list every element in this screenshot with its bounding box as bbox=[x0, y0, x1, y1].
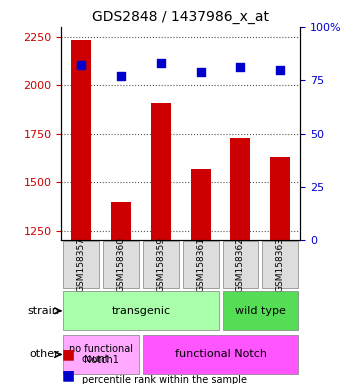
FancyBboxPatch shape bbox=[103, 242, 139, 288]
Bar bbox=[270, 157, 290, 240]
Text: GSM158363: GSM158363 bbox=[276, 237, 285, 292]
FancyBboxPatch shape bbox=[222, 242, 258, 288]
Point bbox=[158, 60, 164, 66]
Text: other: other bbox=[30, 349, 59, 359]
Text: GSM158359: GSM158359 bbox=[156, 237, 165, 292]
Title: GDS2848 / 1437986_x_at: GDS2848 / 1437986_x_at bbox=[92, 10, 269, 25]
FancyBboxPatch shape bbox=[143, 335, 298, 374]
Bar bbox=[71, 40, 91, 240]
FancyBboxPatch shape bbox=[63, 291, 219, 331]
Text: no functional
Notch1: no functional Notch1 bbox=[69, 344, 133, 365]
Text: GSM158360: GSM158360 bbox=[117, 237, 125, 292]
Point bbox=[118, 73, 124, 79]
FancyBboxPatch shape bbox=[262, 242, 298, 288]
Point bbox=[238, 65, 243, 71]
Text: strain: strain bbox=[28, 306, 59, 316]
Text: functional Notch: functional Notch bbox=[175, 349, 267, 359]
Point bbox=[198, 69, 203, 75]
Text: GSM158357: GSM158357 bbox=[77, 237, 86, 292]
Point bbox=[78, 62, 84, 68]
Bar bbox=[191, 169, 210, 240]
Bar bbox=[111, 202, 131, 240]
Text: ■: ■ bbox=[61, 368, 74, 382]
FancyBboxPatch shape bbox=[222, 291, 298, 331]
Text: GSM158362: GSM158362 bbox=[236, 237, 245, 292]
FancyBboxPatch shape bbox=[183, 242, 219, 288]
Bar bbox=[231, 137, 250, 240]
Text: percentile rank within the sample: percentile rank within the sample bbox=[82, 375, 247, 384]
FancyBboxPatch shape bbox=[63, 335, 139, 374]
FancyBboxPatch shape bbox=[143, 242, 179, 288]
Text: ■: ■ bbox=[61, 347, 74, 361]
Text: wild type: wild type bbox=[235, 306, 286, 316]
Text: GSM158361: GSM158361 bbox=[196, 237, 205, 292]
Point bbox=[278, 66, 283, 73]
Text: count: count bbox=[82, 354, 109, 364]
Text: transgenic: transgenic bbox=[112, 306, 170, 316]
FancyBboxPatch shape bbox=[63, 242, 99, 288]
Bar bbox=[151, 103, 171, 240]
